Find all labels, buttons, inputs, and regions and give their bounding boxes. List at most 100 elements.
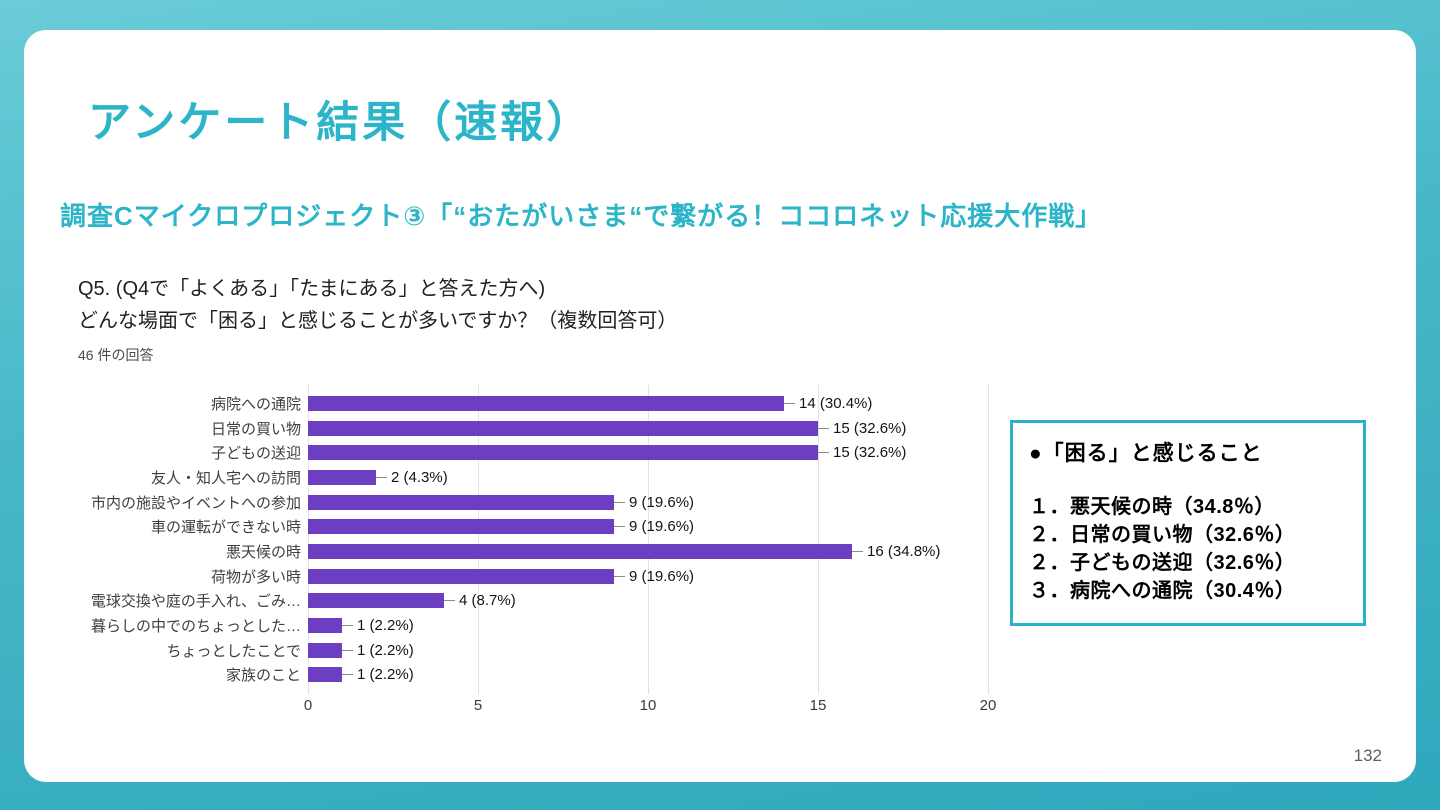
bar-label-connector	[784, 402, 795, 404]
slide-card: アンケート結果（速報） 調査Cマイクロプロジェクト③「“おたがいさま“で繋がる！…	[24, 30, 1416, 782]
chart-row: 暮らしの中でのちょっとした… 1 (2.2%)	[74, 613, 994, 638]
bar-label-connector	[342, 625, 353, 627]
chart-row: 電球交換や庭の手入れ、ごみ… 4 (8.7%)	[74, 589, 994, 614]
bar-track: 15 (32.6%)	[308, 440, 988, 465]
chart-response-count: 46 件の回答	[78, 347, 154, 363]
category-label: ちょっとしたことで	[166, 642, 301, 660]
chart-gridlines	[308, 385, 989, 695]
callout-item: ３．病院への通院（30.4％）	[1029, 580, 1296, 602]
bar-track: 16 (34.8%)	[308, 539, 988, 564]
chart-question-line2: どんな場面で「困る」と感じることが多いですか？（複数回答可）	[78, 310, 678, 332]
category-label: 荷物が多い時	[210, 568, 301, 586]
category-label: 友人・知人宅への訪問	[150, 469, 301, 487]
bar	[308, 618, 342, 634]
gridline	[478, 385, 479, 695]
chart-row: 病院への通院 14 (30.4%)	[74, 391, 994, 416]
bar	[308, 420, 818, 436]
bar-value-label: 15 (32.6%)	[833, 444, 907, 462]
bar	[308, 494, 614, 510]
bar-value-label: 1 (2.2%)	[357, 666, 414, 684]
callout-item: ２．日常の買い物（32.6％）	[1029, 524, 1296, 546]
bar-label-connector	[818, 427, 829, 429]
bar-value-label: 1 (2.2%)	[357, 617, 414, 635]
gridline	[818, 385, 819, 695]
gridline	[648, 385, 649, 695]
chart-row: 子どもの送迎 15 (32.6%)	[74, 440, 994, 465]
bar-value-label: 4 (8.7%)	[459, 592, 516, 610]
category-label: 暮らしの中でのちょっとした…	[90, 618, 301, 636]
category-label: 悪天候の時	[225, 543, 301, 561]
chart-row: 日常の買い物 15 (32.6%)	[74, 416, 994, 441]
bar-track: 9 (19.6%)	[308, 564, 988, 589]
category-label: 市内の施設やイベントへの参加	[90, 494, 301, 512]
callout-item: １．悪天候の時（34.8％）	[1029, 496, 1275, 518]
chart-row: 車の運転ができない時 9 (19.6%)	[74, 514, 994, 539]
bar-label-connector	[342, 674, 353, 676]
bar	[308, 593, 444, 609]
chart-plot-area: 病院への通院 14 (30.4%) 日常の買い物 15 (32.6%) 子どもの送迎 15…	[74, 385, 994, 695]
chart-row: 家族のこと 1 (2.2%)	[74, 663, 994, 688]
category-label: 子どもの送迎	[210, 445, 301, 463]
chart-rows: 病院への通院 14 (30.4%) 日常の買い物 15 (32.6%) 子どもの送迎 15…	[74, 391, 994, 687]
bar-value-label: 16 (34.8%)	[867, 542, 941, 560]
chart-x-axis: 0 5 10 15 20	[304, 697, 997, 721]
x-tick-label: 15	[809, 697, 827, 715]
category-label: 病院への通院	[210, 395, 301, 413]
callout-items: １．悪天候の時（34.8％） ２．日常の買い物（32.6％） ２．子どもの送迎（32…	[1029, 493, 1347, 605]
bar-label-connector	[342, 649, 353, 651]
x-tick-label: 5	[473, 697, 483, 715]
x-tick-label: 10	[639, 697, 657, 715]
category-label: 電球交換や庭の手入れ、ごみ…	[90, 593, 301, 611]
x-tick-label: 20	[979, 697, 997, 715]
chart-row: 荷物が多い時 9 (19.6%)	[74, 564, 994, 589]
category-label: 日常の買い物	[210, 420, 301, 438]
bar-track: 1 (2.2%)	[308, 613, 988, 638]
page-number: 132	[1353, 746, 1382, 765]
bar-value-label: 1 (2.2%)	[357, 641, 414, 659]
callout-item: ２．子どもの送迎（32.6％）	[1029, 552, 1296, 574]
bar	[308, 445, 818, 461]
callout-heading: ●「困る」と感じること	[1029, 442, 1263, 465]
category-label: 車の運転ができない時	[150, 519, 301, 537]
chart-row: 市内の施設やイベントへの参加 9 (19.6%)	[74, 490, 994, 515]
bar	[308, 543, 852, 559]
chart-row: 友人・知人宅への訪問 2 (4.3%)	[74, 465, 994, 490]
bar	[308, 642, 342, 658]
bar-track: 1 (2.2%)	[308, 638, 988, 663]
chart-row: ちょっとしたことで 1 (2.2%)	[74, 638, 994, 663]
bar-value-label: 9 (19.6%)	[629, 518, 695, 536]
x-tick-label: 0	[303, 697, 313, 715]
bar-value-label: 14 (30.4%)	[799, 394, 873, 412]
bar-track: 4 (8.7%)	[308, 589, 988, 614]
slide-title: アンケート結果（速報）	[88, 99, 593, 147]
bar-track: 9 (19.6%)	[308, 490, 988, 515]
chart-question-line1: Q5. (Q4で「よくある」「たまにある」と答えた方へ)	[78, 278, 546, 300]
bar	[308, 395, 784, 411]
category-label: 家族のこと	[225, 667, 301, 685]
bar-track: 2 (4.3%)	[308, 465, 988, 490]
bar-value-label: 2 (4.3%)	[391, 468, 448, 486]
gridline	[308, 385, 309, 695]
bar-label-connector	[444, 600, 455, 602]
bar	[308, 469, 376, 485]
gridline	[988, 385, 989, 695]
bar-track: 14 (30.4%)	[308, 391, 988, 416]
bar-track: 9 (19.6%)	[308, 514, 988, 539]
bar-track: 15 (32.6%)	[308, 416, 988, 441]
bar-value-label: 9 (19.6%)	[629, 493, 695, 511]
bar	[308, 667, 342, 683]
bar-value-label: 9 (19.6%)	[629, 567, 695, 585]
bar	[308, 568, 614, 584]
bar-value-label: 15 (32.6%)	[833, 419, 907, 437]
chart-row: 悪天候の時 16 (34.8%)	[74, 539, 994, 564]
bar-label-connector	[376, 476, 387, 478]
bar-label-connector	[614, 575, 625, 577]
bar-label-connector	[852, 550, 863, 552]
bar-label-connector	[614, 526, 625, 528]
bar-label-connector	[818, 452, 829, 454]
bar	[308, 519, 614, 535]
bar-label-connector	[614, 501, 625, 503]
bar-track: 1 (2.2%)	[308, 663, 988, 688]
slide-subtitle: 調査Cマイクロプロジェクト③「“おたがいさま“で繋がる！ココロネット応援大作戦」	[60, 201, 1103, 231]
